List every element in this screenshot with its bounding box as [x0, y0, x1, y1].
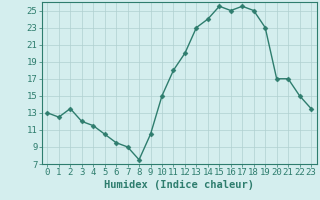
X-axis label: Humidex (Indice chaleur): Humidex (Indice chaleur): [104, 180, 254, 190]
